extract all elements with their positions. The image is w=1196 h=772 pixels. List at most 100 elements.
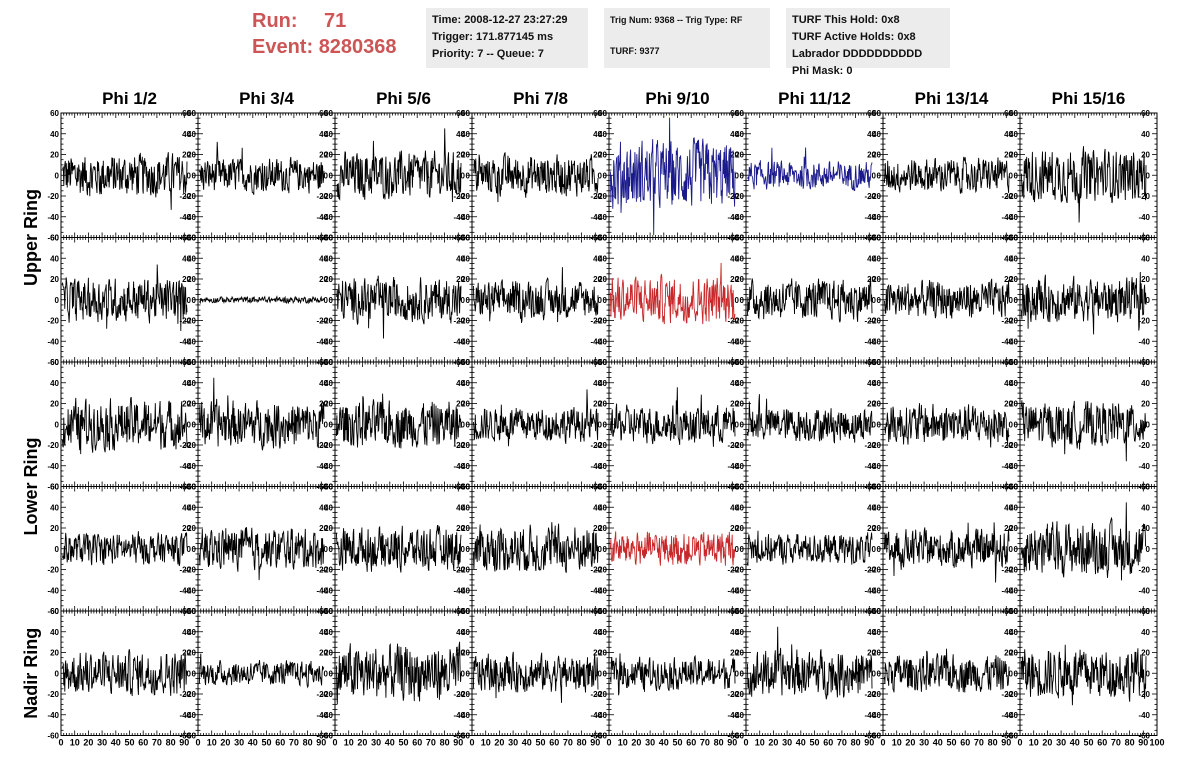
y-tick-label: -40 xyxy=(47,586,59,595)
y-tick-label: 0 xyxy=(329,545,334,554)
y-tick-label: 20 xyxy=(735,400,744,409)
y-tick-label: 40 xyxy=(324,379,333,388)
y-tick-label: 40 xyxy=(324,254,333,263)
y-tick-label: -40 xyxy=(321,462,333,471)
y-tick-label: -40 xyxy=(184,462,196,471)
y-tick-label: 40 xyxy=(735,254,744,263)
y-tick-label: 40 xyxy=(1004,254,1013,263)
y-tick-label: 0 xyxy=(872,171,877,180)
y-tick-label: -20 xyxy=(869,317,881,326)
y-tick-label: 0 xyxy=(603,420,608,429)
y-tick-label: -20 xyxy=(453,317,465,326)
y-tick-label: 0 xyxy=(877,296,882,305)
y-tick-label: -40 xyxy=(1006,213,1018,222)
run-label: Run: xyxy=(252,10,298,32)
y-tick-label: 20 xyxy=(598,524,607,533)
y-tick-label: 20 xyxy=(1141,151,1150,160)
y-tick-label: -40 xyxy=(732,462,744,471)
y-tick-label: 20 xyxy=(319,275,328,284)
trig-num-text: Trig Num: 9368 -- Trig Type: RF xyxy=(610,15,743,25)
column-title: Phi 5/6 xyxy=(376,89,431,108)
y-tick-label: 40 xyxy=(319,254,328,263)
y-tick-label: -20 xyxy=(595,192,607,201)
y-tick-label: 60 xyxy=(187,234,196,243)
y-tick-label: -40 xyxy=(458,337,470,346)
y-tick-label: -40 xyxy=(453,213,465,222)
y-tick-label: 60 xyxy=(598,234,607,243)
y-tick-label: -40 xyxy=(458,462,470,471)
waveform-trace xyxy=(199,295,325,305)
y-tick-label: 0 xyxy=(466,296,471,305)
turf-hold-text: TURF This Hold: 0x8 xyxy=(792,14,900,26)
y-tick-label: 20 xyxy=(324,524,333,533)
y-tick-label: 60 xyxy=(872,234,881,243)
y-tick-label: -40 xyxy=(1006,462,1018,471)
waveform-trace xyxy=(609,531,736,566)
y-tick-label: 40 xyxy=(730,379,739,388)
y-tick-label: 0 xyxy=(329,296,334,305)
y-tick-label: -20 xyxy=(179,192,191,201)
y-tick-label: 40 xyxy=(872,130,881,139)
y-tick-label: -40 xyxy=(179,337,191,346)
y-tick-label: 20 xyxy=(1009,400,1018,409)
waveform-trace xyxy=(335,275,462,339)
y-tick-label: 0 xyxy=(603,296,608,305)
y-tick-label: 20 xyxy=(1141,275,1150,284)
y-tick-label: 0 xyxy=(740,420,745,429)
y-tick-label: 20 xyxy=(319,524,328,533)
y-tick-label: 20 xyxy=(182,151,191,160)
y-tick-label: -20 xyxy=(458,192,470,201)
y-tick-label: 20 xyxy=(461,151,470,160)
phi-mask-text: Phi Mask: 0 xyxy=(792,65,853,77)
y-tick-label: 20 xyxy=(598,275,607,284)
y-tick-label: 0 xyxy=(187,296,192,305)
y-tick-label: -20 xyxy=(47,566,59,575)
y-tick-label: 60 xyxy=(1009,234,1018,243)
y-tick-label: -20 xyxy=(1001,192,1013,201)
y-tick-label: 60 xyxy=(872,109,881,118)
y-tick-label: -20 xyxy=(184,317,196,326)
y-tick-label: 20 xyxy=(867,524,876,533)
y-tick-label: -20 xyxy=(1001,441,1013,450)
y-tick-label: 0 xyxy=(324,171,329,180)
y-tick-label: 60 xyxy=(735,483,744,492)
y-tick-label: 60 xyxy=(187,358,196,367)
y-tick-label: -60 xyxy=(47,607,59,616)
waveform-trace xyxy=(198,141,325,195)
y-tick-label: 40 xyxy=(456,503,465,512)
y-tick-label: 0 xyxy=(55,171,60,180)
y-tick-label: -40 xyxy=(869,462,881,471)
y-tick-label: 60 xyxy=(324,358,333,367)
y-tick-label: 0 xyxy=(187,545,192,554)
waveform-grid-chart: Phi 1/2 Phi 3/4 Phi 5/6 Phi 7/8 Phi 9/10 Phi … xyxy=(21,89,1165,748)
y-tick-label: 20 xyxy=(456,400,465,409)
y-tick-label: 0 xyxy=(740,171,745,180)
y-tick-label: 40 xyxy=(182,254,191,263)
y-tick-label: 20 xyxy=(187,275,196,284)
y-tick-label: 20 xyxy=(50,400,59,409)
waveform-trace xyxy=(61,264,188,332)
y-tick-label: -40 xyxy=(595,462,607,471)
y-tick-label: 40 xyxy=(461,503,470,512)
y-tick-label: 60 xyxy=(50,109,59,118)
y-tick-label: 0 xyxy=(735,171,740,180)
y-tick-label: 40 xyxy=(735,379,744,388)
y-tick-label: 40 xyxy=(50,379,59,388)
waveform-trace xyxy=(62,152,188,210)
trigger-text: Trigger: 171.877145 ms xyxy=(432,31,554,43)
turf-info-box: TURF This Hold: 0x8 TURF Active Holds: 0… xyxy=(786,8,950,77)
y-tick-label: 20 xyxy=(872,275,881,284)
waveform-trace xyxy=(472,267,599,323)
y-tick-label: -40 xyxy=(453,586,465,595)
y-tick-label: -40 xyxy=(184,213,196,222)
y-tick-label: 0 xyxy=(55,296,60,305)
y-tick-label: -60 xyxy=(47,358,59,367)
y-tick-label: 60 xyxy=(324,109,333,118)
y-tick-label: 0 xyxy=(461,171,466,180)
y-tick-label: 60 xyxy=(735,109,744,118)
y-tick-label: 60 xyxy=(461,358,470,367)
y-tick-label: 20 xyxy=(730,524,739,533)
y-tick-label: 20 xyxy=(50,151,59,160)
y-tick-label: 60 xyxy=(461,109,470,118)
y-tick-label: 40 xyxy=(593,503,602,512)
